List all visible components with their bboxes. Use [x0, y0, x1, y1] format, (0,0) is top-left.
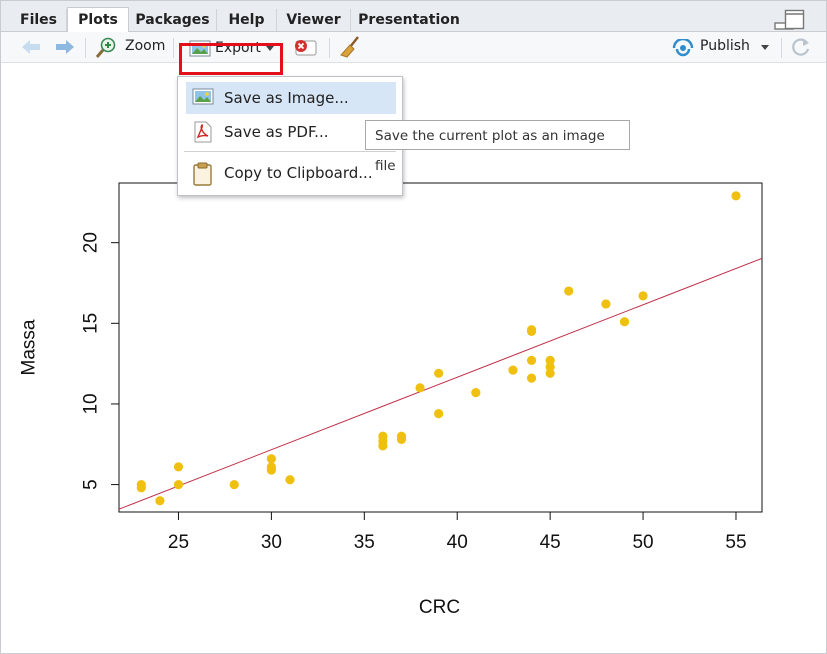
- tab-label: Files: [20, 12, 57, 28]
- broom-icon[interactable]: [339, 35, 361, 59]
- pdf-icon: [194, 121, 212, 143]
- menu-separator: [184, 151, 396, 152]
- data-point: [229, 479, 239, 490]
- data-point: [266, 454, 276, 464]
- data-point: [526, 355, 537, 366]
- back-arrow-icon[interactable]: [21, 39, 41, 55]
- data-point: [508, 365, 518, 375]
- zoom-icon[interactable]: [95, 37, 117, 59]
- publish-icon[interactable]: [672, 39, 694, 57]
- menu-item-label: Copy to Clipboard...: [224, 164, 373, 182]
- data-point: [173, 462, 184, 472]
- y-tick-label: 20: [81, 232, 102, 253]
- data-point: [731, 191, 741, 201]
- refresh-icon[interactable]: [790, 36, 812, 58]
- image-icon: [192, 88, 214, 105]
- data-point: [638, 291, 648, 301]
- data-point: [266, 465, 276, 475]
- y-axis-label: Massa: [19, 319, 40, 375]
- clipboard-icon: [193, 162, 212, 186]
- menu-item-label: Save as Image...: [224, 89, 349, 107]
- data-point: [564, 286, 574, 296]
- tab-plots[interactable]: Plots: [67, 7, 129, 32]
- x-tick-label: 50: [632, 532, 653, 553]
- pane-tab-bar: Files Plots Packages Help Viewer Present…: [1, 1, 826, 32]
- remove-plot-icon[interactable]: [293, 38, 319, 58]
- forward-arrow-icon[interactable]: [55, 39, 75, 55]
- x-tick-label: 55: [725, 532, 746, 553]
- tooltip: Save the current plot as an image file: [365, 120, 630, 174]
- tab-help[interactable]: Help: [217, 9, 277, 31]
- data-point: [545, 368, 555, 378]
- x-tick-label: 25: [168, 532, 189, 553]
- data-point: [378, 441, 388, 451]
- data-point: [545, 355, 555, 366]
- export-dropdown-menu: Save as Image... Save as PDF... Copy to …: [177, 76, 403, 196]
- chevron-down-icon[interactable]: [266, 46, 275, 52]
- tab-label: Help: [228, 12, 265, 28]
- plot-area-box: [118, 182, 763, 513]
- y-tick-label: 15: [81, 313, 102, 334]
- data-point: [173, 479, 184, 490]
- data-point: [415, 383, 425, 393]
- tab-packages[interactable]: Packages: [129, 9, 217, 31]
- menu-item-label: Save as PDF...: [224, 123, 329, 141]
- data-point: [155, 496, 165, 506]
- x-tick-label: 35: [354, 532, 375, 553]
- menu-item-save-as-image[interactable]: Save as Image...: [186, 82, 396, 114]
- tab-presentation[interactable]: Presentation: [351, 9, 467, 31]
- x-tick-label: 40: [447, 532, 468, 553]
- y-tick-label: 10: [81, 393, 102, 414]
- data-point: [601, 299, 611, 309]
- data-point: [526, 373, 537, 383]
- toolbar-divider: [329, 38, 330, 58]
- regression-line: [119, 257, 762, 510]
- y-tick-label: 5: [81, 479, 102, 490]
- toolbar-divider: [85, 38, 86, 58]
- export-button-highlight: [179, 43, 283, 75]
- menu-item-copy-to-clipboard[interactable]: Copy to Clipboard...: [186, 157, 396, 189]
- menu-item-save-as-pdf[interactable]: Save as PDF...: [186, 116, 396, 148]
- data-point: [396, 434, 407, 445]
- data-point: [526, 326, 537, 336]
- data-point: [434, 368, 444, 378]
- tab-label: Plots: [78, 12, 118, 28]
- x-tick-label: 45: [540, 532, 561, 553]
- data-point: [136, 483, 146, 493]
- data-point: [619, 317, 630, 327]
- maximize-icon[interactable]: [784, 9, 806, 31]
- chevron-down-icon[interactable]: [761, 45, 770, 51]
- data-point: [545, 362, 555, 372]
- tab-label: Presentation: [358, 12, 460, 28]
- tab-label: Packages: [135, 12, 210, 28]
- publish-button[interactable]: Publish: [700, 38, 750, 54]
- data-point: [434, 409, 444, 419]
- x-tick-label: 30: [261, 532, 282, 553]
- toolbar-divider: [781, 38, 782, 58]
- zoom-button[interactable]: Zoom: [125, 38, 166, 54]
- data-point: [471, 388, 481, 398]
- tab-label: Viewer: [286, 12, 341, 28]
- tab-viewer[interactable]: Viewer: [277, 9, 351, 31]
- data-point: [285, 475, 295, 485]
- tab-files[interactable]: Files: [11, 9, 67, 31]
- toolbar-divider: [173, 38, 174, 58]
- x-axis-label: CRC: [419, 597, 460, 618]
